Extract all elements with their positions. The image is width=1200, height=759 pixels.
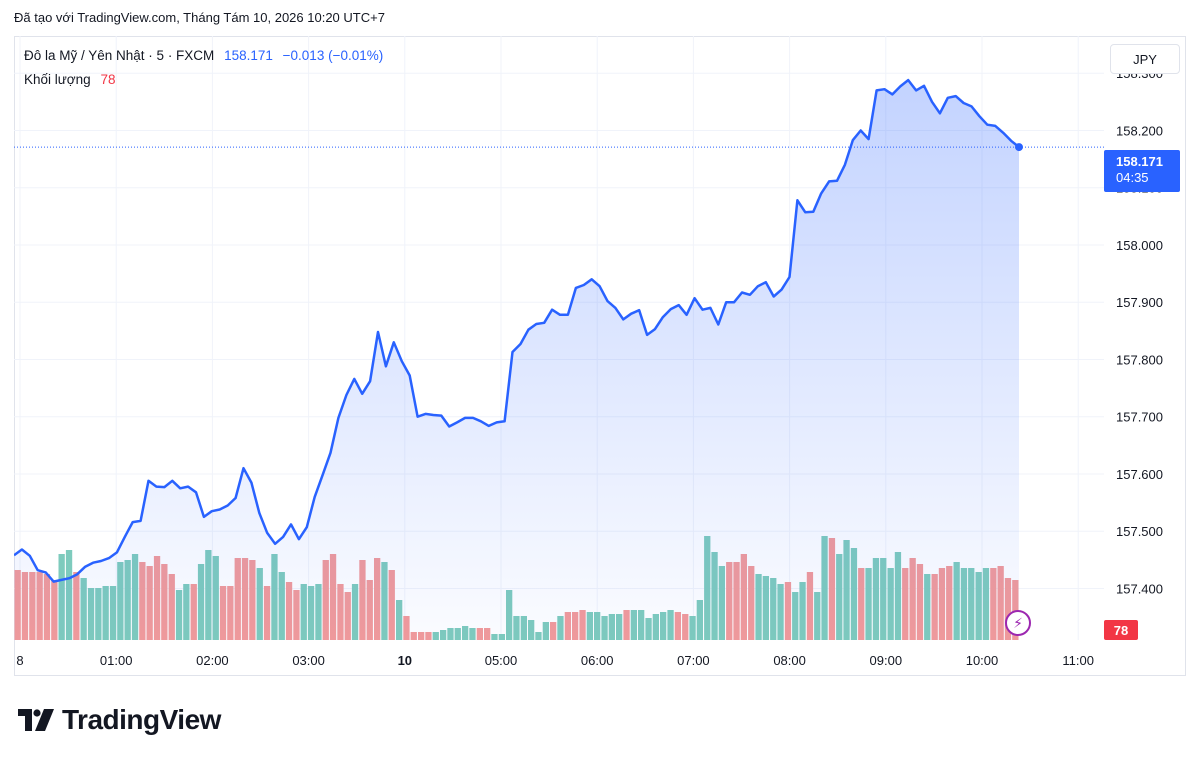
tradingview-logo[interactable]: TradingView <box>18 704 221 736</box>
lightning-icon[interactable]: ⚡ <box>1005 610 1031 636</box>
x-tick-label: 10 <box>398 653 412 668</box>
price-change: −0.013 (−0.01%) <box>282 48 384 63</box>
y-tick-label: 157.900 <box>1116 295 1163 310</box>
y-tick-label: 157.500 <box>1116 524 1163 539</box>
x-tick-label: 02:00 <box>196 653 229 668</box>
last-price-dot <box>1015 143 1023 152</box>
volume-label[interactable]: Khối lượng <box>24 72 91 87</box>
y-tick-label: 157.400 <box>1116 581 1163 596</box>
volume-value: 78 <box>100 72 116 87</box>
x-tick-label: 07:00 <box>677 653 710 668</box>
x-tick-label: 8 <box>16 653 23 668</box>
current-price: 158.171 <box>224 48 273 63</box>
x-tick-label: 08:00 <box>773 653 806 668</box>
y-tick-label: 158.200 <box>1116 123 1163 138</box>
price-line <box>14 78 1020 583</box>
chart-frame <box>14 36 1186 676</box>
created-with-note: Đã tạo với TradingView.com, Tháng Tám 10… <box>14 10 385 25</box>
brand-name: TradingView <box>62 704 221 735</box>
x-tick-label: 06:00 <box>581 653 614 668</box>
bar-countdown: 04:35 <box>1116 170 1149 185</box>
x-tick-label: 10:00 <box>966 653 999 668</box>
currency-button[interactable]: JPY <box>1110 44 1180 74</box>
y-tick-label: 157.600 <box>1116 467 1163 482</box>
last-price-tag: 158.171 04:35 <box>1104 150 1180 192</box>
x-tick-label: 05:00 <box>485 653 518 668</box>
volume-legend: Khối lượng 78 <box>24 72 115 87</box>
y-tick-label: 157.800 <box>1116 352 1163 367</box>
x-tick-label: 01:00 <box>100 653 133 668</box>
y-tick-label: 158.000 <box>1116 238 1163 253</box>
x-tick-label: 03:00 <box>292 653 325 668</box>
x-tick-label: 09:00 <box>870 653 903 668</box>
y-tick-label: 157.700 <box>1116 410 1163 425</box>
tradingview-logo-icon <box>18 709 54 731</box>
volume-tag: 78 <box>1104 620 1138 640</box>
price-chart[interactable]: 158.300158.200158.100158.000157.900157.8… <box>14 36 1186 676</box>
symbol-legend: Đô la Mỹ / Yên Nhật · 5 · FXCM 158.171 −… <box>24 48 383 63</box>
symbol-name[interactable]: Đô la Mỹ / Yên Nhật · 5 · FXCM <box>24 48 215 63</box>
price-area-fill <box>14 80 1019 641</box>
last-price-tag-value: 158.171 <box>1116 154 1163 169</box>
x-tick-label: 11:00 <box>1062 653 1094 668</box>
